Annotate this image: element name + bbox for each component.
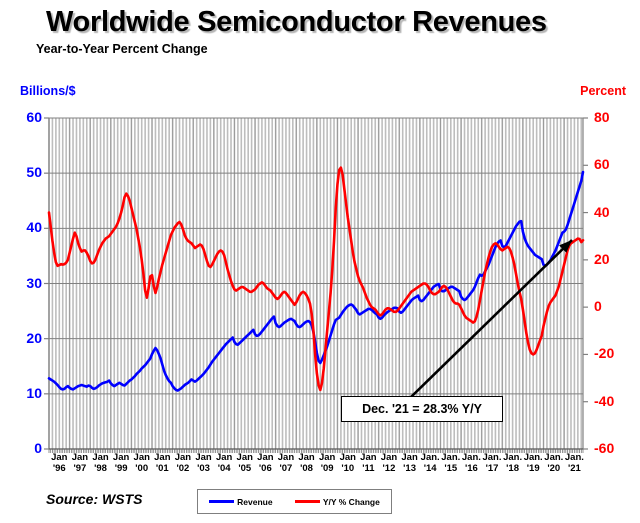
x-tick-07: Jan '07 [277, 452, 295, 474]
left-tick-20: 20 [26, 329, 42, 346]
right-tick-40: 40 [594, 203, 610, 220]
legend-swatch-change [294, 500, 320, 503]
left-tick-60: 60 [26, 109, 42, 125]
chart-legend: Revenue Y/Y % Change [197, 489, 392, 514]
x-tick-00: Jan '00 [133, 452, 150, 474]
x-tick-11: Jan '11 [360, 452, 377, 474]
right-tick-0: 0 [594, 298, 602, 315]
right-tick--20: -20 [594, 345, 615, 362]
x-tick-97: Jan '97 [71, 452, 89, 474]
x-tick-98: Jan '98 [92, 452, 109, 474]
callout-annotation: Dec. '21 = 28.3% Y/Y [341, 396, 503, 422]
x-tick-14: Jan. '14 [420, 452, 440, 474]
callout-arrow [410, 239, 573, 398]
x-tick-06: Jan '06 [257, 452, 274, 474]
source-label: Source: WSTS [46, 491, 143, 507]
legend-label-revenue: Revenue [237, 496, 273, 507]
right-tick-60: 60 [594, 156, 610, 173]
left-axis-title: Billions/$ [20, 84, 76, 98]
left-tick-30: 30 [26, 274, 42, 291]
x-tick-19: Jan. '19 [523, 452, 543, 474]
x-tick-02: Jan '02 [174, 452, 192, 474]
series-line-change [47, 166, 585, 392]
series-line-revenue [47, 170, 585, 392]
x-tick-21: Jan. '21 [564, 452, 584, 474]
x-tick-12: Jan '12 [380, 452, 398, 474]
legend-swatch-revenue [209, 500, 235, 503]
right-axis-title: Percent [580, 84, 626, 98]
chart-subtitle: Year-to-Year Percent Change [36, 42, 208, 56]
chart-title: Worldwide Semiconductor Revenues [46, 6, 547, 38]
x-tick-20: Jan. '20 [544, 452, 564, 474]
x-tick-17: Jan. '17 [482, 452, 502, 474]
left-tick-50: 50 [26, 164, 42, 181]
x-tick-04: Jan '04 [215, 452, 233, 474]
right-tick-80: 80 [594, 109, 610, 125]
legend-label-change: Y/Y % Change [322, 496, 380, 507]
right-tick-20: 20 [594, 250, 610, 267]
x-tick-13: Jan '13 [401, 452, 418, 474]
x-tick-15: Jan. '15 [441, 452, 461, 474]
left-tick-10: 10 [26, 384, 42, 401]
x-tick-18: Jan. '18 [503, 452, 523, 474]
left-tick-40: 40 [26, 219, 42, 236]
x-tick-03: Jan '03 [195, 452, 212, 474]
x-tick-09: Jan '09 [318, 452, 336, 474]
x-tick-05: Jan '05 [236, 452, 253, 474]
x-tick-01: Jan '01 [154, 452, 171, 474]
right-tick--40: -40 [594, 392, 615, 409]
x-tick-96: Jan '96 [51, 452, 68, 474]
right-tick--60: -60 [594, 440, 615, 456]
legend-item-revenue: Revenue [209, 496, 273, 507]
left-tick-0: 0 [34, 440, 42, 456]
x-tick-16: Jan. '16 [461, 452, 481, 474]
x-tick-08: Jan '08 [298, 452, 315, 474]
x-tick-10: Jan '10 [339, 452, 356, 474]
legend-item-change: Y/Y % Change [294, 496, 380, 507]
x-tick-99: Jan '99 [112, 452, 130, 474]
